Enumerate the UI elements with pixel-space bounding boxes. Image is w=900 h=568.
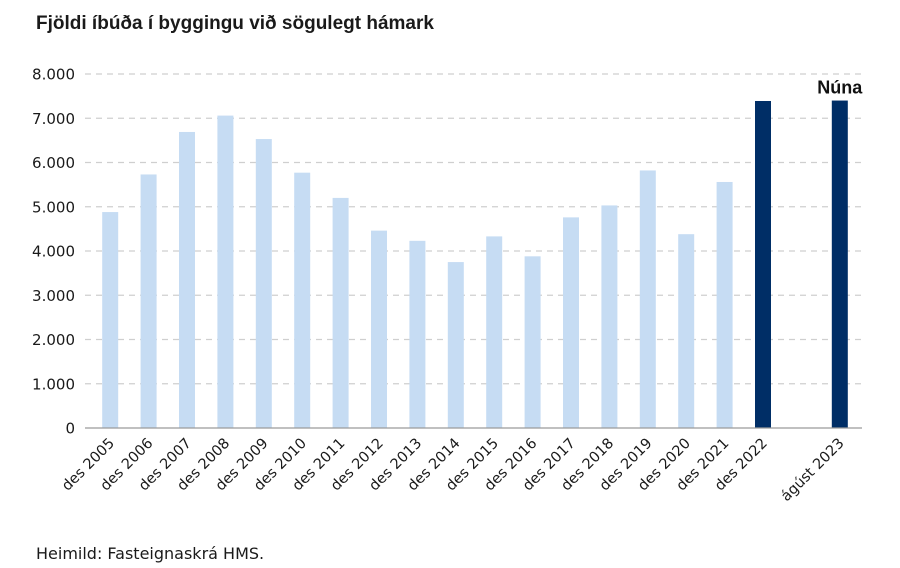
bar — [255, 139, 272, 429]
y-tick-label: 0 — [65, 420, 75, 438]
bars — [102, 100, 848, 429]
bar-highlight — [831, 100, 848, 429]
y-tick-label: 5.000 — [32, 198, 75, 216]
bar — [140, 174, 157, 428]
bar-highlight — [755, 100, 771, 429]
bar — [294, 172, 311, 428]
source-note: Heimild: Fasteignaskrá HMS. — [36, 544, 265, 563]
bar — [102, 212, 119, 428]
bar — [332, 197, 349, 428]
y-axis-ticks: 0 1.000 2.000 3.000 4.000 5.000 6.000 7.000 8.00… — [32, 66, 75, 438]
y-tick-label: 4.000 — [32, 243, 75, 261]
y-tick-label: 8.000 — [32, 66, 75, 84]
bar — [409, 240, 426, 428]
gridlines — [85, 73, 862, 385]
bar — [524, 256, 541, 428]
y-tick-label: 6.000 — [32, 154, 75, 172]
bar — [447, 262, 464, 428]
y-tick-label: 2.000 — [32, 331, 75, 349]
annotation-label: Núna — [817, 78, 863, 98]
bar — [486, 236, 503, 428]
annotations: Núna — [817, 78, 863, 98]
bar — [563, 217, 579, 428]
chart-title: Fjöldi íbúða í byggingu við sögulegt hám… — [36, 13, 434, 34]
bar — [217, 115, 234, 428]
bar — [371, 230, 387, 428]
bar — [678, 234, 695, 428]
bar — [716, 181, 733, 428]
bar-chart: 0 1.000 2.000 3.000 4.000 5.000 6.000 7.000 8.00… — [32, 66, 863, 505]
y-tick-label: 3.000 — [32, 287, 75, 305]
bar — [639, 170, 656, 428]
bar — [601, 205, 618, 428]
x-tick-label: ágúst 2023 — [778, 436, 847, 505]
y-tick-label: 1.000 — [32, 375, 75, 393]
bar — [179, 131, 195, 428]
y-tick-label: 7.000 — [32, 110, 75, 128]
